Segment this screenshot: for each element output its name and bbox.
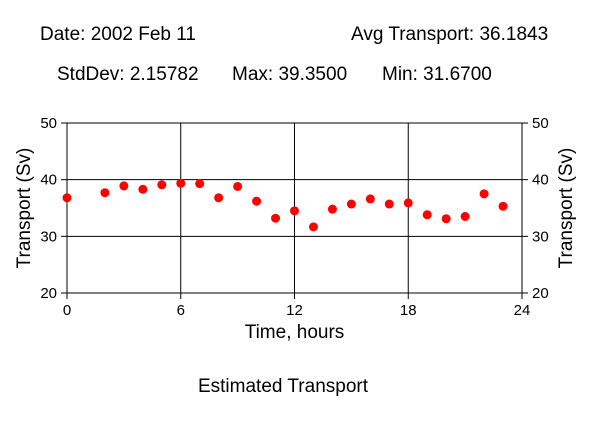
data-point — [365, 194, 375, 204]
axis-ticks: 20 20 30 30 40 40 50 50 0 6 12 18 24 — [40, 115, 548, 319]
data-point — [479, 189, 489, 199]
data-point — [271, 213, 281, 223]
data-point — [62, 193, 72, 203]
y-tick-label-left: 40 — [40, 172, 57, 189]
y-tick-label-right: 40 — [532, 172, 549, 189]
data-point — [233, 181, 243, 191]
y-tick-label-right: 50 — [532, 115, 549, 132]
data-point — [138, 184, 148, 194]
y-tick-label-left: 30 — [40, 228, 57, 245]
data-point — [195, 179, 205, 189]
data-point — [119, 181, 129, 191]
data-point — [157, 180, 167, 190]
chart-title: Estimated Transport — [198, 376, 369, 397]
y-axis-label-right: Transport (Sv) — [556, 148, 577, 269]
data-point — [176, 178, 186, 188]
max-label: Max: 39.3500 — [232, 64, 348, 85]
x-tick-label: 0 — [63, 302, 71, 319]
x-tick-label: 6 — [177, 302, 185, 319]
data-point — [308, 222, 318, 232]
y-axis-label-left: Transport (Sv) — [14, 148, 35, 269]
date-label: Date: 2002 Feb 11 — [40, 24, 196, 45]
data-point — [422, 210, 432, 220]
data-point — [290, 206, 299, 216]
data-point — [441, 214, 451, 224]
x-tick-label: 18 — [400, 302, 417, 319]
y-tick-label-right: 30 — [532, 228, 549, 245]
stddev-label: StdDev: 2.15782 — [57, 64, 199, 85]
data-point — [346, 199, 356, 209]
grid — [67, 123, 522, 293]
x-tick-label: 24 — [514, 302, 531, 319]
avg-transport-label: Avg Transport: 36.1843 — [351, 24, 549, 45]
data-point — [403, 198, 413, 208]
data-point — [327, 204, 337, 214]
data-points — [62, 178, 508, 232]
data-point — [498, 201, 508, 211]
x-tick-label: 12 — [286, 302, 303, 319]
y-tick-label-left: 20 — [40, 285, 57, 302]
data-point — [214, 193, 224, 203]
y-tick-label-right: 20 — [532, 285, 549, 302]
data-point — [100, 188, 110, 198]
data-point — [460, 212, 470, 221]
data-point — [252, 196, 262, 206]
min-label: Min: 31.6700 — [382, 64, 492, 85]
x-axis-label: Time, hours — [245, 322, 345, 343]
data-point — [384, 199, 394, 209]
y-tick-label-left: 50 — [40, 115, 57, 132]
